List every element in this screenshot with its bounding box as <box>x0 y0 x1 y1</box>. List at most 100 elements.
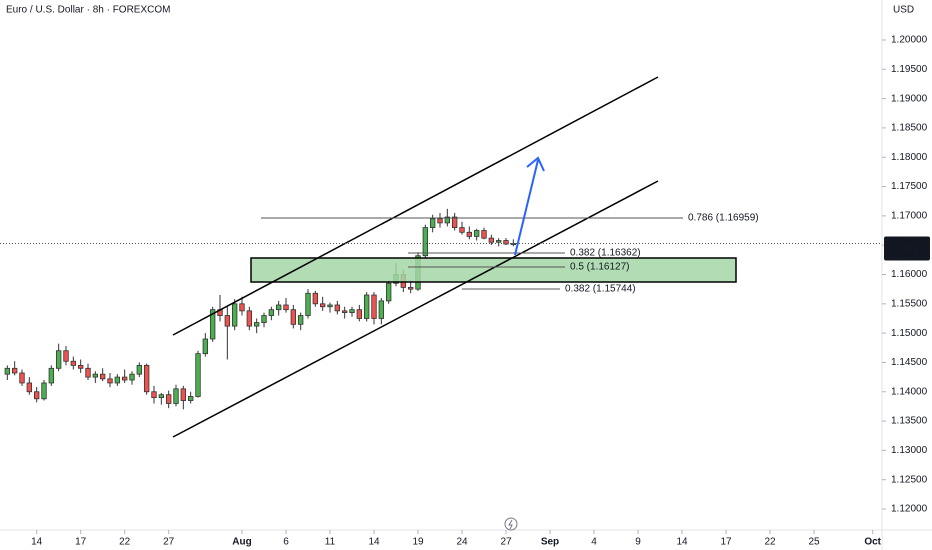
candle-body <box>378 300 385 319</box>
candle-body <box>114 376 121 384</box>
candle-body <box>437 218 443 224</box>
candle-body <box>239 303 245 312</box>
x-tick-label: 25 <box>808 537 820 548</box>
candle-body <box>451 216 458 228</box>
candle-body <box>26 382 33 393</box>
last-price-box <box>884 236 930 261</box>
x-tick-label: 27 <box>163 537 175 548</box>
candle-body <box>224 315 231 327</box>
y-tick-label: 1.17000 <box>891 211 928 222</box>
x-tick-label: 17 <box>75 537 87 548</box>
candle-body <box>371 294 377 319</box>
candle-body <box>503 240 509 245</box>
x-tick-label: 19 <box>412 537 424 548</box>
y-tick-label: 1.13000 <box>891 445 928 456</box>
candle-body <box>356 309 363 319</box>
projection-arrow <box>514 159 539 256</box>
chart-title: Euro / U.S. Dollar · 8h · FOREXCOM <box>6 5 170 16</box>
candle-body <box>275 304 282 311</box>
y-tick-label: 1.19500 <box>891 64 928 75</box>
candle-body <box>495 240 502 243</box>
candle-body <box>466 231 473 237</box>
candle-body <box>99 373 106 380</box>
candle-body <box>290 309 297 325</box>
candle-body <box>63 350 69 362</box>
channel-lower <box>172 180 659 438</box>
currency: USD <box>893 5 914 16</box>
x-tick-label: 22 <box>764 537 776 548</box>
x-tick-label: 24 <box>456 537 468 548</box>
y-tick-label: 1.20000 <box>891 35 928 46</box>
candle-body <box>459 227 465 233</box>
candle-body <box>4 367 11 375</box>
y-tick-label: 1.15500 <box>891 298 928 309</box>
candle-body <box>473 230 480 237</box>
candle-body <box>481 230 487 239</box>
candle-body <box>297 315 304 325</box>
candle-body <box>305 292 311 316</box>
candle-body <box>422 227 429 257</box>
candle-body <box>33 391 40 400</box>
y-tick-label: 1.14500 <box>891 357 928 368</box>
x-tick-label: 6 <box>283 537 289 548</box>
candle-body <box>55 350 62 369</box>
last-price-label: 1.16528 <box>889 238 926 249</box>
fib-label: 0.786 (1.16959) <box>688 213 759 224</box>
candle-body <box>85 367 91 378</box>
candle-body <box>429 218 436 228</box>
candle-body <box>129 373 135 381</box>
fib-label: 0.382 (1.15744) <box>565 284 636 295</box>
candle-body <box>261 315 267 323</box>
fib-label: 0.5 (1.16127) <box>570 262 630 273</box>
candle-body <box>143 364 150 393</box>
arrow-head <box>526 156 545 172</box>
candle-body <box>312 292 319 305</box>
candle-body <box>231 303 238 327</box>
candle-body <box>209 309 216 340</box>
x-tick-label: 27 <box>500 537 512 548</box>
candle-body <box>283 304 289 311</box>
candle-body <box>488 237 495 243</box>
event-bolt <box>508 519 513 530</box>
candle-body <box>319 303 326 308</box>
x-tick-label: 14 <box>368 537 380 548</box>
y-tick-label: 1.15000 <box>891 328 928 339</box>
x-tick-label: Sep <box>541 537 559 548</box>
candle-body <box>327 304 333 308</box>
y-tick-label: 1.18000 <box>891 152 928 163</box>
x-tick-label: 11 <box>325 537 336 548</box>
x-tick-label: 14 <box>676 537 688 548</box>
candle-body <box>444 216 451 224</box>
candle-body <box>268 309 275 316</box>
candle-body <box>41 382 47 400</box>
fib-label: 0.382 (1.16362) <box>570 248 641 259</box>
y-tick-label: 1.12500 <box>891 474 928 485</box>
x-tick-label: Oct <box>864 537 881 548</box>
demand-zone <box>250 257 737 283</box>
axes: 1.12000 1.12500 1.13000 1.13500 1.14000 1.145… <box>0 35 930 548</box>
candle-body <box>385 282 392 302</box>
candle-body <box>158 394 165 399</box>
x-tick-label: Aug <box>232 537 251 548</box>
y-tick-label: 1.14000 <box>891 386 928 397</box>
candle-body <box>246 310 253 327</box>
y-tick-label: 1.19000 <box>891 93 928 104</box>
y-tick-label: 1.16000 <box>891 269 928 280</box>
candle-body <box>195 353 201 397</box>
candle-body <box>121 376 128 381</box>
y-tick-label: 1.17500 <box>891 181 928 192</box>
candle-body <box>187 396 194 401</box>
event-icon[interactable] <box>504 517 518 531</box>
candle-body <box>11 367 18 374</box>
candle-body <box>253 322 260 327</box>
candle-body <box>48 367 55 384</box>
y-tick-label: 1.12000 <box>891 504 928 515</box>
candle-body <box>341 310 348 314</box>
candle-body <box>151 391 157 399</box>
x-tick-label: 22 <box>119 537 131 548</box>
x-tick-label: 17 <box>720 537 732 548</box>
candle-body <box>70 360 77 366</box>
candle-body <box>349 309 355 314</box>
candle-body <box>407 286 414 290</box>
